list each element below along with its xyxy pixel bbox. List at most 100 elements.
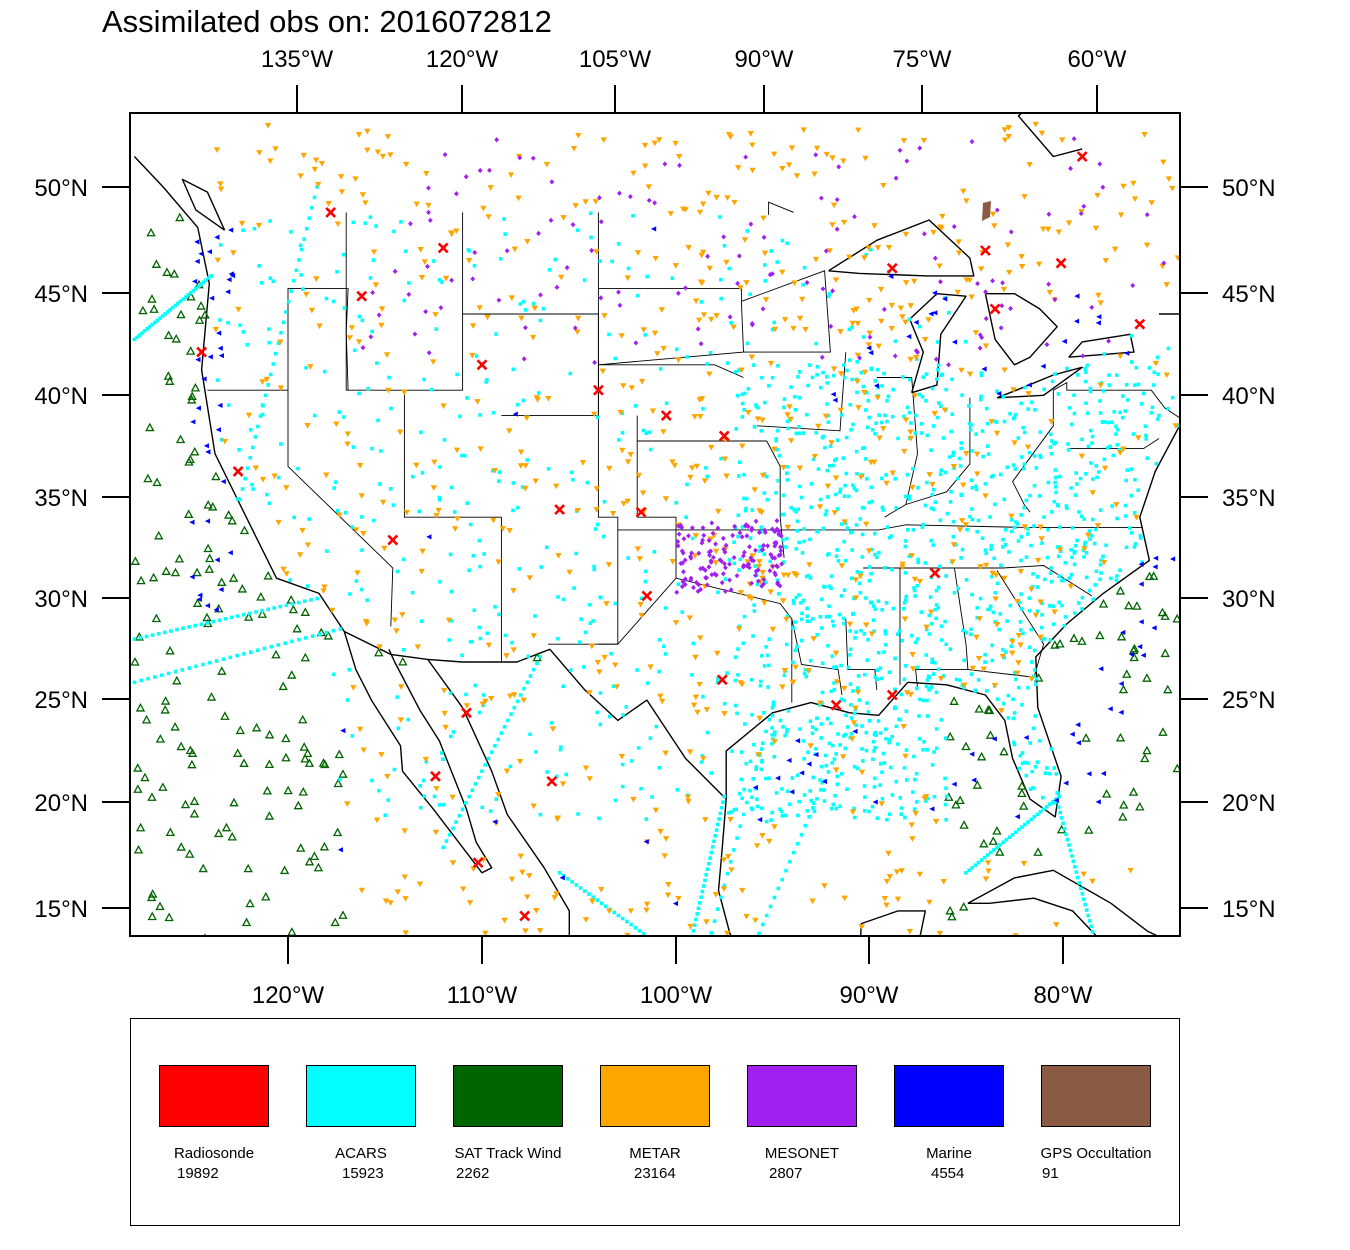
acars-marker <box>794 431 799 436</box>
metar-marker <box>830 366 838 373</box>
metar-marker <box>511 246 518 253</box>
sat-wind-marker <box>185 454 195 464</box>
acars-marker <box>986 444 990 448</box>
metar-marker <box>538 946 544 952</box>
mesonet-oklahoma-marker <box>767 568 773 574</box>
acars-marker <box>820 661 825 666</box>
sat-wind-marker <box>165 645 175 655</box>
metar-marker <box>926 472 933 478</box>
metar-marker <box>731 199 738 206</box>
sat-wind-marker <box>1095 630 1105 640</box>
acars-marker <box>740 415 745 419</box>
acars-route-8-marker <box>1094 941 1098 945</box>
acars-route-9-marker <box>1202 612 1206 616</box>
acars-marker <box>891 387 895 392</box>
acars-marker <box>538 318 543 323</box>
mesonet-oklahoma-marker <box>723 565 728 571</box>
acars-marker <box>948 647 953 651</box>
state-border-4 <box>403 390 502 662</box>
metar-marker <box>506 428 513 435</box>
metar-marker <box>691 553 699 559</box>
acars-marker <box>836 507 840 511</box>
acars-marker <box>626 266 631 271</box>
top-label-60w: 60°W <box>1068 46 1127 73</box>
metar-marker <box>1270 326 1276 332</box>
metar-marker <box>692 298 700 305</box>
acars-marker <box>343 510 348 515</box>
acars-route-13-marker <box>261 403 265 408</box>
mesonet-oklahoma-marker <box>700 537 705 543</box>
mesonet-marker <box>830 288 836 294</box>
acars-marker <box>1040 637 1045 642</box>
acars-route-5-marker <box>680 959 684 963</box>
sat-wind-marker <box>988 836 998 845</box>
acars-marker <box>930 763 935 767</box>
acars-route-6-marker <box>826 770 831 774</box>
mesonet-oklahoma-marker <box>761 576 767 583</box>
acars-marker <box>833 793 837 798</box>
acars-marker <box>848 402 852 407</box>
sat-wind-marker <box>264 811 275 820</box>
metar-marker <box>1006 269 1013 276</box>
marine-pacific-marker <box>191 278 198 285</box>
acars-route-5-marker <box>574 883 579 887</box>
metar-marker <box>352 527 360 533</box>
metar-marker <box>857 573 864 580</box>
acars-marker <box>437 803 442 807</box>
acars-route-1-marker <box>156 631 161 636</box>
metar-marker <box>852 705 859 712</box>
acars-marker <box>944 642 948 647</box>
left-label-25n: 25°N <box>34 687 88 714</box>
acars-marker <box>826 413 831 418</box>
acars-marker <box>998 612 1003 616</box>
sat-wind-marker <box>303 748 313 758</box>
top-label-105w: 105°W <box>579 46 652 73</box>
acars-marker <box>438 465 442 469</box>
acars-marker <box>1017 766 1021 771</box>
sat-wind-marker <box>1272 841 1279 848</box>
metar-marker <box>566 569 573 576</box>
acars-route-5-marker <box>633 925 638 930</box>
mesonet-marker <box>1078 210 1084 217</box>
metar-marker <box>1018 253 1025 260</box>
acars-marker <box>630 759 634 763</box>
legend-swatch-metar <box>600 1065 710 1127</box>
metar-marker <box>470 866 477 872</box>
acars-route-9-marker <box>1207 650 1211 654</box>
acars-marker <box>948 500 953 504</box>
acars-route-2-marker <box>324 630 329 635</box>
sat-wind-marker <box>1276 340 1283 347</box>
acars-marker <box>464 692 468 697</box>
metar-marker <box>829 222 836 228</box>
metar-marker <box>580 985 586 991</box>
acars-marker <box>755 797 759 801</box>
acars-marker <box>874 733 878 737</box>
acars-marker <box>800 551 805 555</box>
coastline-us-pacific-gulf <box>197 227 909 800</box>
acars-marker <box>943 619 947 624</box>
acars-route-14-marker <box>509 712 513 716</box>
acars-marker <box>1026 407 1030 411</box>
metar-marker <box>839 754 847 760</box>
sat-wind-marker <box>192 598 203 607</box>
acars-route-4-marker <box>696 906 701 911</box>
marine-atlantic-marker <box>1151 625 1157 631</box>
metar-marker <box>384 134 392 140</box>
acars-marker <box>624 705 629 709</box>
acars-route-6-marker <box>799 832 804 837</box>
acars-marker <box>806 750 810 754</box>
acars-marker <box>884 643 888 647</box>
mesonet-marker <box>857 355 863 361</box>
state-border-2 <box>207 389 394 627</box>
acars-marker <box>1130 360 1134 364</box>
acars-route-4-marker <box>700 889 705 894</box>
acars-route-14-marker <box>460 807 465 812</box>
acars-route-7-marker <box>1035 812 1040 817</box>
marine-pacific-marker <box>227 550 233 556</box>
acars-marker <box>611 684 616 688</box>
marine-atlantic-marker <box>1280 317 1285 322</box>
mesonet-oklahoma-marker <box>774 563 779 569</box>
legend-name-marine: Marine <box>926 1145 972 1162</box>
acars-marker <box>989 543 994 548</box>
metar-marker <box>1095 292 1102 299</box>
